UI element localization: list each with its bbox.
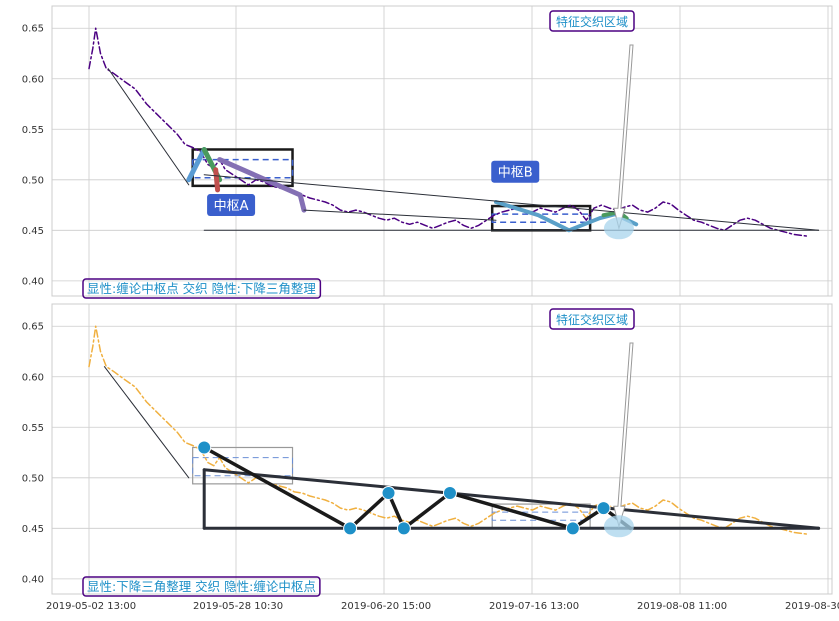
series-thin xyxy=(303,209,497,221)
region-label-box xyxy=(549,308,635,330)
plot-frame xyxy=(51,5,833,297)
region-label: 特征交织区域 xyxy=(556,312,628,327)
pivot-node xyxy=(197,440,212,455)
footer-label: 显性:下降三角整理 交织 隐性:缠论中枢点 xyxy=(87,579,316,594)
series-price xyxy=(88,27,810,238)
focus-ellipse xyxy=(603,515,634,538)
y-tick-label: 0.60 xyxy=(22,372,44,383)
pivot-node xyxy=(565,521,580,536)
y-tick-label: 0.55 xyxy=(22,423,44,434)
y-tick-label: 0.45 xyxy=(22,226,44,237)
series-triangle xyxy=(202,468,821,530)
y-tick-label: 0.45 xyxy=(22,524,44,535)
x-tick-label: 2019-05-02 13:00 xyxy=(46,601,136,612)
series-stroke xyxy=(186,147,207,183)
pivot-node xyxy=(596,501,611,516)
zs-box xyxy=(192,446,294,485)
zs-box xyxy=(491,213,591,223)
footer-label: 显性:缠论中枢点 交织 隐性:下降三角整理 xyxy=(87,281,316,296)
zs-label: 中枢A xyxy=(214,199,249,214)
series-thin xyxy=(103,366,190,479)
zs-label-box xyxy=(207,194,256,217)
y-tick-label: 0.65 xyxy=(22,322,44,333)
y-tick-label: 0.40 xyxy=(22,574,44,585)
y-tick-label: 0.55 xyxy=(22,125,44,136)
series-thin xyxy=(203,174,820,231)
pivot-node xyxy=(343,521,358,536)
footer-label-box xyxy=(82,576,321,597)
zs-label-box xyxy=(491,160,540,183)
series-stroke xyxy=(213,167,221,193)
x-tick-label: 2019-07-16 13:00 xyxy=(489,601,579,612)
chart-panel-2: 0.40 0.45 0.50 0.55 0.60 0.65 特征交织区域显性:下降三角整理 … xyxy=(22,303,839,612)
x-tick-label: 2019-08-30 15:00 xyxy=(785,601,839,612)
chart-panel-1: 0.40 0.45 0.50 0.55 0.60 0.65 中枢A 中枢B 特征交织区域显性:缠… xyxy=(22,5,833,299)
focus-ellipse xyxy=(603,217,634,240)
plot-frame xyxy=(51,303,833,595)
y-tick-label: 0.50 xyxy=(22,473,44,484)
x-tick-label: 2019-05-28 10:30 xyxy=(193,601,283,612)
x-tick-label: 2019-08-08 11:00 xyxy=(637,601,727,612)
y-tick-label: 0.65 xyxy=(22,24,44,35)
series-stroke xyxy=(217,157,307,213)
y-tick-label: 0.60 xyxy=(22,74,44,85)
zs-label: 中枢B xyxy=(498,166,533,181)
region-label-box xyxy=(549,10,635,32)
pivot-node xyxy=(396,521,411,536)
pivot-node xyxy=(442,485,457,500)
pivot-node xyxy=(381,485,396,500)
y-tick-label: 0.50 xyxy=(22,175,44,186)
region-label: 特征交织区域 xyxy=(556,14,628,29)
x-tick-label: 2019-06-20 15:00 xyxy=(341,601,431,612)
footer-label-box xyxy=(82,278,322,299)
y-tick-label: 0.40 xyxy=(22,276,44,287)
series-thin xyxy=(107,68,190,186)
